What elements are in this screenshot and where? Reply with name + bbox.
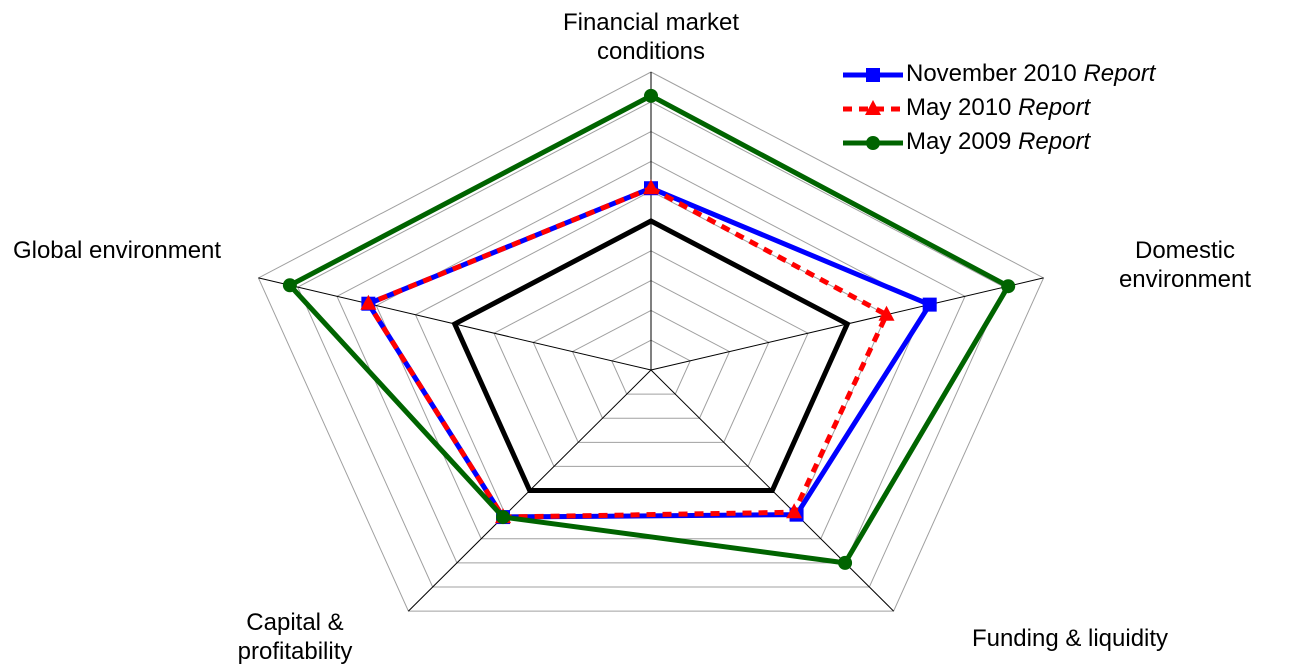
- data-point: [786, 503, 803, 519]
- data-point: [496, 510, 511, 525]
- axis-label: Domestic environment: [1118, 237, 1252, 293]
- axis-label: Global environment: [12, 237, 222, 264]
- data-point: [878, 305, 895, 321]
- series-line: [364, 185, 890, 520]
- legend-item: May 2009 Report: [843, 128, 1091, 155]
- data-point: [866, 68, 880, 82]
- series-line: [285, 93, 1012, 566]
- legend-item: November 2010 Report: [843, 60, 1157, 87]
- data-point: [1001, 279, 1016, 294]
- data-point: [866, 136, 880, 150]
- legend-label: May 2010 Report: [906, 94, 1091, 121]
- legend-item: May 2010 Report: [843, 94, 1091, 121]
- grid-ring: [532, 280, 770, 443]
- axis-label: Financial market conditions: [562, 9, 740, 65]
- data-point: [643, 179, 659, 195]
- grid-ring: [257, 71, 1045, 612]
- grid-ring: [297, 101, 1005, 588]
- legend-label: May 2009 Report: [906, 128, 1091, 155]
- series-line: [364, 185, 934, 520]
- legend-label: November 2010 Report: [906, 60, 1157, 87]
- grid-ring: [493, 250, 809, 467]
- grid-ring: [336, 131, 966, 564]
- data-point: [838, 555, 853, 570]
- data-point: [922, 297, 937, 312]
- axis-label: Funding & liquidity: [971, 625, 1169, 652]
- grid-ring: [571, 309, 731, 419]
- data-point: [360, 294, 377, 310]
- series-line: [451, 218, 851, 494]
- data-point: [644, 88, 658, 103]
- grid-ring: [611, 339, 691, 395]
- data-point: [282, 278, 297, 293]
- axis-label: Capital & profitability: [237, 609, 353, 665]
- data-point: [865, 100, 881, 115]
